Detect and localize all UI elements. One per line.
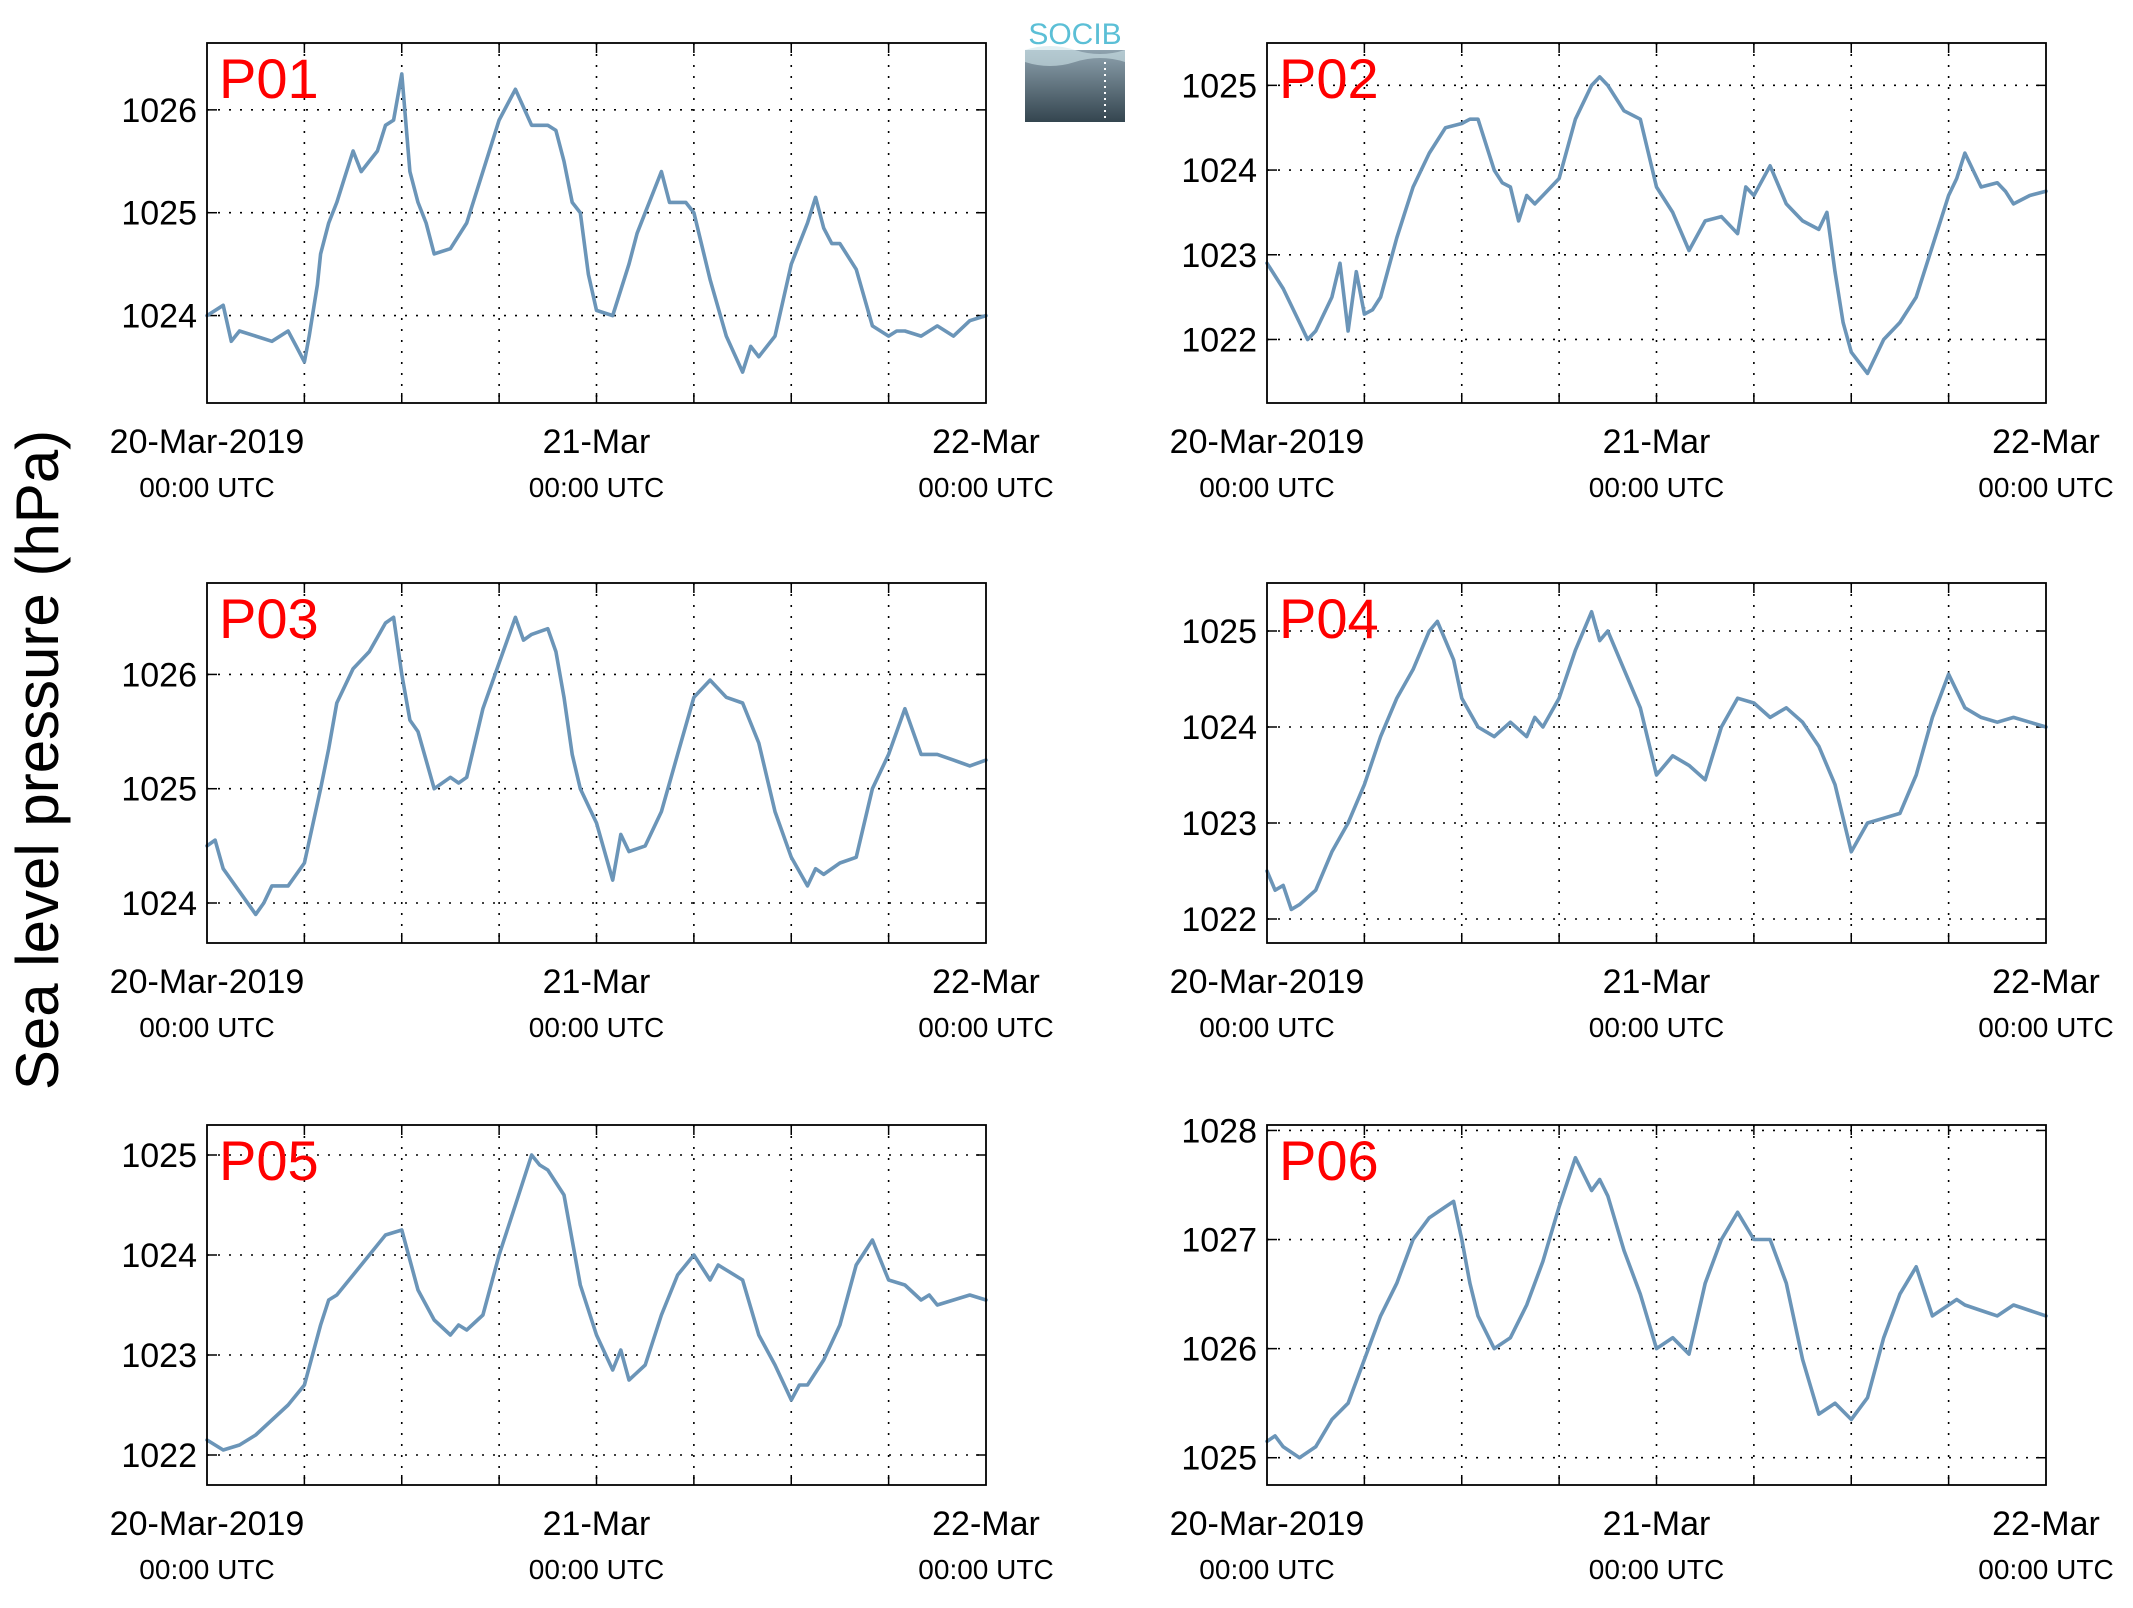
y-tick-label: 1024 [1181,709,1257,747]
y-tick-label: 1025 [121,771,197,809]
y-tick-label: 1025 [121,195,197,233]
panels: 1024 1025 1026 P01 20-Mar-2019 00:00 UTC 21-Ma… [110,42,2114,1585]
chart-panel-p04: 1022 1023 1024 1025 P04 20-Mar-2019 00:00 UTC 2… [1170,582,2114,1043]
x-tick-time-label: 00:00 UTC [139,1012,274,1043]
socib-logo: SOCIB [1025,18,1125,122]
x-tick-date-label: 22-Mar [932,423,1040,461]
x-tick-date-label: 22-Mar [932,1505,1040,1543]
x-tick-time-label: 00:00 UTC [529,1012,664,1043]
axes-frame [1266,1124,2047,1486]
panel-label: P06 [1279,1129,1379,1192]
series-line [205,1153,988,1452]
y-tick-label: 1028 [1181,1112,1257,1150]
y-tick-label: 1023 [121,1337,197,1375]
x-tick-time-label: 00:00 UTC [918,472,1053,503]
x-tick-date-label: 20-Mar-2019 [1170,1505,1365,1543]
y-tick-label: 1025 [1181,613,1257,651]
series-line [1265,75,2048,376]
y-tick-label: 1022 [1181,321,1257,359]
x-tick-date-label: 21-Mar [1603,963,1711,1001]
y-tick-label: 1025 [1181,67,1257,105]
panel-label: P03 [219,587,319,650]
y-tick-label: 1023 [1181,805,1257,843]
y-tick-label: 1024 [121,298,197,336]
x-tick-time-label: 00:00 UTC [529,472,664,503]
x-tick-date-label: 21-Mar [543,1505,651,1543]
axes-frame [206,42,987,404]
x-tick-time-label: 00:00 UTC [1199,472,1334,503]
panel-label: P01 [219,47,319,110]
x-tick-time-label: 00:00 UTC [1589,1554,1724,1585]
x-tick-date-label: 20-Mar-2019 [110,963,305,1001]
x-tick-date-label: 21-Mar [543,423,651,461]
x-tick-date-label: 21-Mar [1603,1505,1711,1543]
series-line [205,615,988,917]
x-tick-date-label: 21-Mar [543,963,651,1001]
axes-frame [1266,42,2047,404]
y-tick-label: 1027 [1181,1222,1257,1260]
panel-label: P02 [1279,47,1379,110]
x-tick-time-label: 00:00 UTC [1199,1012,1334,1043]
series-line [1265,610,2048,912]
y-tick-label: 1024 [121,885,197,923]
x-tick-time-label: 00:00 UTC [1589,472,1724,503]
axes-frame [1266,582,2047,944]
x-tick-date-label: 20-Mar-2019 [110,423,305,461]
x-tick-time-label: 00:00 UTC [529,1554,664,1585]
y-tick-label: 1023 [1181,237,1257,275]
x-tick-date-label: 20-Mar-2019 [110,1505,305,1543]
logo-wave [1025,46,1125,66]
x-tick-time-label: 00:00 UTC [918,1012,1053,1043]
x-tick-date-label: 22-Mar [932,963,1040,1001]
panel-label: P04 [1279,587,1379,650]
y-tick-label: 1024 [1181,152,1257,190]
x-tick-date-label: 20-Mar-2019 [1170,963,1365,1001]
y-tick-label: 1026 [121,92,197,130]
y-tick-label: 1025 [1181,1440,1257,1478]
chart-panel-p02: 1022 1023 1024 1025 P02 20-Mar-2019 00:00 UTC 2… [1170,42,2114,503]
y-tick-label: 1025 [121,1137,197,1175]
x-tick-time-label: 00:00 UTC [918,1554,1053,1585]
x-tick-time-label: 00:00 UTC [139,1554,274,1585]
figure-ylabel: Sea level pressure (hPa) [4,430,71,1090]
y-tick-label: 1022 [1181,901,1257,939]
x-tick-date-label: 22-Mar [1992,1505,2100,1543]
chart-panel-p03: 1024 1025 1026 P03 20-Mar-2019 00:00 UTC 21-Ma… [110,582,1054,1043]
y-tick-label: 1022 [121,1437,197,1475]
axes-frame [206,1124,987,1486]
y-tick-label: 1026 [121,656,197,694]
panel-label: P05 [219,1129,319,1192]
x-tick-time-label: 00:00 UTC [1978,472,2113,503]
x-tick-date-label: 22-Mar [1992,963,2100,1001]
y-tick-label: 1026 [1181,1331,1257,1369]
chart-panel-p06: 1025 1026 1027 1028 P06 20-Mar-2019 00:00 UTC 2… [1170,1112,2114,1585]
chart-panel-p01: 1024 1025 1026 P01 20-Mar-2019 00:00 UTC 21-Ma… [110,42,1054,503]
x-tick-time-label: 00:00 UTC [1978,1554,2113,1585]
series-line [205,72,988,374]
x-tick-time-label: 00:00 UTC [1199,1554,1334,1585]
x-tick-time-label: 00:00 UTC [1978,1012,2113,1043]
y-tick-label: 1024 [121,1237,197,1275]
axes-frame [206,582,987,944]
logo-text: SOCIB [1028,18,1121,51]
series-line [1265,1155,2048,1460]
x-tick-time-label: 00:00 UTC [1589,1012,1724,1043]
x-tick-date-label: 22-Mar [1992,423,2100,461]
chart-panel-p05: 1022 1023 1024 1025 P05 20-Mar-2019 00:00 UTC 2… [110,1124,1054,1585]
x-tick-time-label: 00:00 UTC [139,472,274,503]
x-tick-date-label: 21-Mar [1603,423,1711,461]
x-tick-date-label: 20-Mar-2019 [1170,423,1365,461]
